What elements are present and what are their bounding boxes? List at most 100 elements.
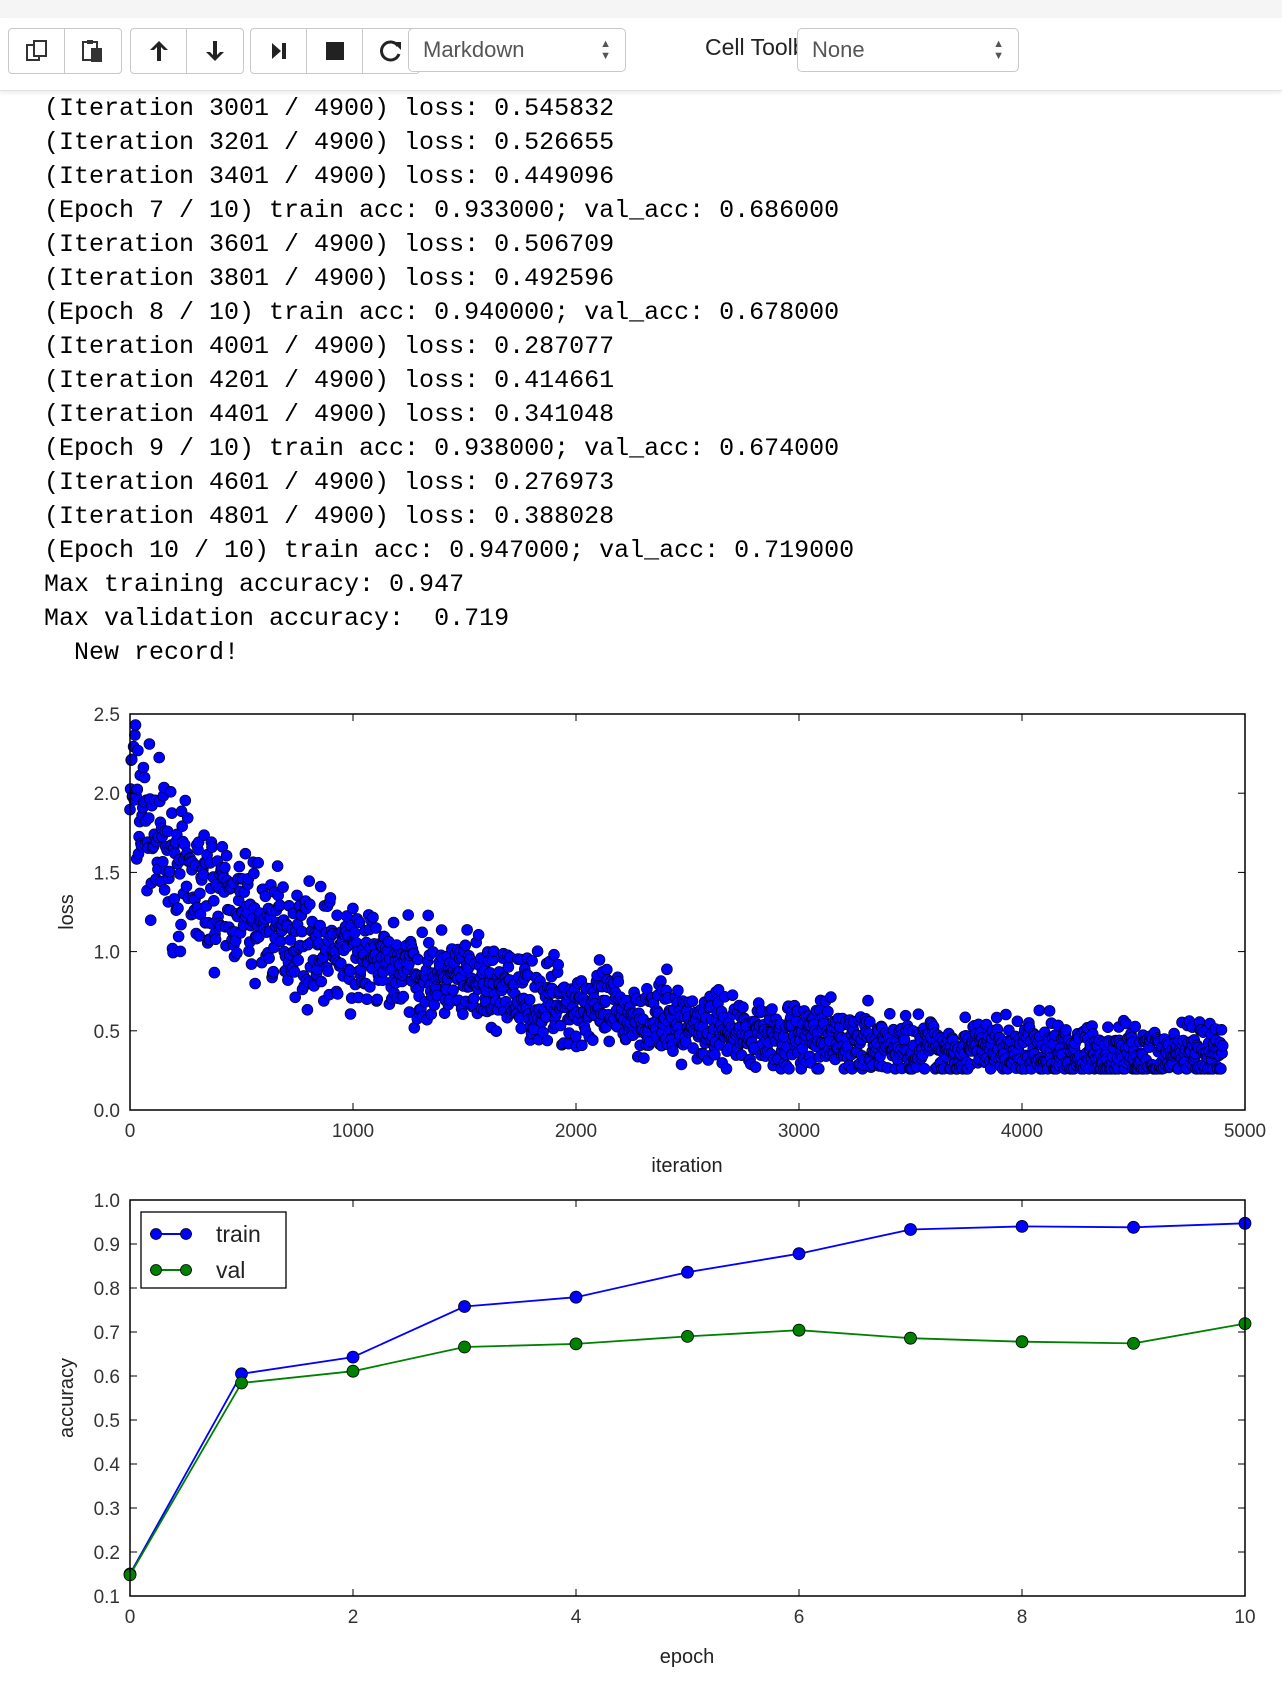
scatter-point xyxy=(502,961,515,973)
scatter-point xyxy=(166,807,178,819)
scatter-point xyxy=(749,1061,762,1073)
scatter-point xyxy=(416,926,429,939)
x-axis-label: epoch xyxy=(660,1646,715,1668)
loss-scatter-chart: 0 1000 2000 3000 4000 50000.00.51.01.52.02.5 … xyxy=(56,705,1267,1177)
cell-toolbar-select[interactable]: None ▲ ▼ xyxy=(797,28,1019,72)
x-tick-label: 8 xyxy=(1017,1607,1028,1628)
scatter-point xyxy=(314,880,327,893)
scatter-point xyxy=(812,1062,825,1075)
y-tick-label: 0.4 xyxy=(94,1455,121,1476)
series-point-val xyxy=(569,1337,583,1351)
interrupt-kernel-button[interactable] xyxy=(307,29,363,73)
scatter-point xyxy=(172,930,185,943)
y-tick-label: 0.3 xyxy=(94,1499,120,1520)
y-tick-label: 1.0 xyxy=(94,1191,120,1212)
scatter-point xyxy=(129,719,142,731)
scatter-point xyxy=(822,1005,834,1018)
x-tick-label: 0 xyxy=(125,1607,136,1628)
scatter-point xyxy=(515,1022,528,1035)
y-tick-label: 1.0 xyxy=(94,943,120,964)
scatter-point xyxy=(548,948,560,961)
x-tick-label: 2 xyxy=(348,1607,359,1628)
scatter-point xyxy=(371,993,384,1006)
move-cell-up-button[interactable] xyxy=(131,29,187,73)
move-button-group xyxy=(130,28,244,74)
scatter-point xyxy=(233,860,246,873)
scatter-point xyxy=(667,1045,679,1057)
arrow-up-icon xyxy=(149,41,168,61)
output-line: (Iteration 3001 / 4900) loss: 0.545832 xyxy=(44,94,615,123)
scatter-point xyxy=(726,989,739,1002)
scatter-point xyxy=(331,909,343,922)
scatter-point xyxy=(248,867,260,880)
scatter-point xyxy=(552,958,565,971)
run-cell-button[interactable] xyxy=(251,29,307,73)
output-line: Max validation accuracy: 0.719 xyxy=(44,604,510,633)
scatter-point xyxy=(863,1015,876,1028)
output-line: (Iteration 4001 / 4900) loss: 0.287077 xyxy=(44,332,615,361)
y-tick-label: 0.9 xyxy=(94,1235,120,1256)
scatter-point xyxy=(198,829,210,841)
series-point-val xyxy=(681,1329,694,1343)
scatter-point xyxy=(825,991,837,1003)
output-line: (Iteration 3201 / 4900) loss: 0.526655 xyxy=(44,128,615,157)
series-point-val xyxy=(1015,1335,1029,1349)
y-tick-label: 0.6 xyxy=(94,1367,120,1388)
y-tick-label: 1.5 xyxy=(94,863,120,884)
scatter-point xyxy=(322,965,334,977)
scatter-point xyxy=(353,916,366,929)
copy-cell-button[interactable] xyxy=(9,29,65,73)
scatter-point xyxy=(661,963,673,976)
scatter-point xyxy=(367,911,379,924)
scatter-point xyxy=(126,753,138,766)
scatter-point xyxy=(472,929,485,941)
scatter-point xyxy=(231,947,243,959)
output-line: (Iteration 3801 / 4900) loss: 0.492596 xyxy=(44,264,615,293)
scatter-point xyxy=(143,812,155,824)
scatter-point xyxy=(526,955,538,967)
x-tick-label: 1000 xyxy=(332,1121,374,1142)
output-line: (Iteration 4201 / 4900) loss: 0.414661 xyxy=(44,366,615,395)
scatter-point xyxy=(179,794,192,807)
scatter-point xyxy=(143,738,156,750)
scatter-point xyxy=(347,902,359,915)
scatter-point xyxy=(370,922,382,934)
scatter-point xyxy=(174,868,186,880)
scatter-point xyxy=(289,991,302,1004)
scatter-point xyxy=(137,761,150,774)
legend-val-label: val xyxy=(216,1257,245,1283)
output-line: (Iteration 3401 / 4900) loss: 0.449096 xyxy=(44,162,615,191)
scatter-point xyxy=(1129,1020,1141,1033)
series-point-train xyxy=(458,1300,471,1313)
scatter-point xyxy=(208,966,221,979)
cell-type-select[interactable]: Markdown ▲ ▼ xyxy=(408,28,626,72)
scatter-point xyxy=(292,954,305,966)
series-point-train xyxy=(904,1223,917,1236)
loss-axis-ticks: 0 1000 2000 3000 4000 5000 0.0 0.5 1.0 1.5 2.0 2.5 xyxy=(94,705,1267,1142)
scatter-point xyxy=(918,1062,931,1075)
scatter-point xyxy=(239,847,252,860)
x-tick-label: 4 xyxy=(571,1607,582,1628)
paste-icon xyxy=(82,40,102,62)
scatter-point xyxy=(1216,1039,1229,1052)
scatter-point xyxy=(132,744,144,757)
legend: train val xyxy=(140,1211,287,1289)
move-cell-down-button[interactable] xyxy=(187,29,243,73)
restart-kernel-button[interactable] xyxy=(363,29,419,73)
paste-cell-button[interactable] xyxy=(65,29,121,73)
scatter-point xyxy=(263,952,275,964)
series-point-train xyxy=(1127,1220,1140,1234)
x-tick-label: 0 xyxy=(125,1121,136,1142)
accuracy-line-chart: 0 2 4 6 8 10 0.1 0.2 0.3 0.4 0.5 0.6 0.7 0.8 0.9 1.0 tr… xyxy=(56,1191,1256,1668)
scatter-point xyxy=(1102,1021,1114,1034)
legend-box xyxy=(140,1211,287,1289)
scatter-point xyxy=(334,957,347,970)
scatter-point xyxy=(687,1042,699,1054)
accuracy-axis-ticks: 0 2 4 6 8 10 0.1 0.2 0.3 0.4 0.5 0.6 0.7 0.8 0.9 1.0 xyxy=(94,1191,1256,1628)
scatter-point xyxy=(862,994,874,1007)
scatter-point xyxy=(129,729,141,741)
y-axis-label: accuracy xyxy=(56,1358,78,1438)
output-line: (Iteration 4801 / 4900) loss: 0.388028 xyxy=(44,502,615,531)
scatter-point xyxy=(174,945,187,958)
scatter-point xyxy=(959,1011,972,1024)
